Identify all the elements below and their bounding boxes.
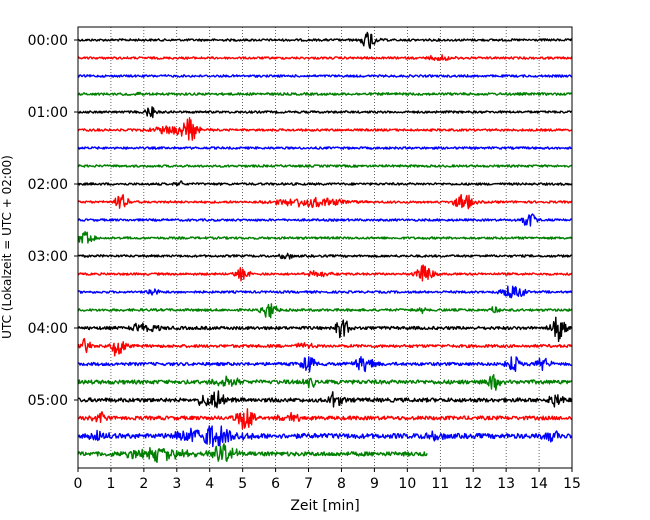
x-tick-label: 3 (172, 476, 181, 492)
y-tick-label: 04:00 (28, 321, 68, 337)
x-tick-label: 7 (304, 476, 313, 492)
x-axis-label: Zeit [min] (290, 498, 359, 514)
trace-row-0245 (77, 230, 573, 244)
y-tick-label: 05:00 (28, 393, 68, 409)
trace-row-0000 (77, 31, 572, 50)
trace-row-0300 (77, 252, 573, 260)
x-tick-label: 11 (431, 476, 449, 492)
trace-row-0515 (77, 408, 573, 430)
trace-rows (77, 31, 573, 463)
trace-row-0145 (77, 164, 573, 168)
y-tick-label: 03:00 (28, 249, 68, 265)
trace-row-0345 (77, 303, 573, 319)
trace-row-0045 (77, 91, 573, 96)
x-axis-ticks: 0 1 2 3 4 5 6 7 8 9 10 11 12 13 14 15 (74, 468, 581, 492)
x-tick-label: 14 (530, 476, 548, 492)
x-tick-label: 10 (398, 476, 416, 492)
trace-row-0315 (77, 264, 573, 282)
x-tick-label: 0 (74, 476, 83, 492)
x-tick-label: 5 (238, 476, 247, 492)
x-tick-label: 15 (563, 476, 581, 492)
trace-row-0130 (77, 146, 573, 150)
x-tick-label: 9 (370, 476, 379, 492)
x-tick-label: 4 (205, 476, 214, 492)
x-tick-label: 6 (271, 476, 280, 492)
y-axis-ticks: 00:00 01:00 02:00 03:00 04:00 05:00 (28, 33, 78, 409)
trace-row-0030 (77, 74, 573, 78)
trace-row-0100 (77, 106, 573, 119)
trace-row-0430 (77, 356, 573, 373)
x-tick-label: 2 (139, 476, 148, 492)
trace-row-0230 (77, 213, 573, 227)
trace-row-0500 (77, 390, 573, 409)
trace-row-0200 (77, 180, 573, 187)
y-axis-label: UTC (Lokalzeit = UTC + 02:00) (0, 155, 14, 339)
trace-row-0400 (77, 316, 573, 343)
trace-row-0530 (77, 425, 573, 448)
plot-frame (77, 26, 573, 469)
x-tick-label: 8 (337, 476, 346, 492)
trace-row-0545 (77, 443, 428, 463)
trace-row-0330 (77, 285, 573, 299)
y-tick-label: 00:00 (28, 33, 68, 49)
trace-row-0015 (77, 54, 573, 62)
y-tick-label: 01:00 (28, 105, 68, 121)
trace-row-0215 (77, 193, 573, 210)
y-tick-label: 02:00 (28, 177, 68, 193)
trace-row-0445 (77, 374, 573, 391)
x-tick-label: 13 (497, 476, 515, 492)
x-tick-label: 1 (106, 476, 115, 492)
x-tick-label: 12 (464, 476, 482, 492)
trace-row-0415 (77, 337, 573, 357)
trace-row-0115 (77, 116, 573, 141)
